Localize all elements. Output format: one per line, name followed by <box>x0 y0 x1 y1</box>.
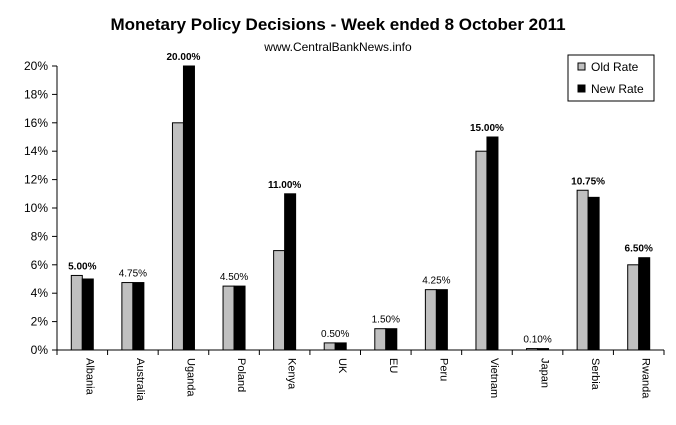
y-tick-label: 20% <box>24 59 48 73</box>
y-tick-label: 12% <box>24 173 48 187</box>
data-label: 5.00% <box>68 261 96 272</box>
bar-old-rate <box>171 122 184 351</box>
legend-label-new-rate: New Rate <box>591 82 644 96</box>
x-tick-label: Vietnam <box>488 358 500 398</box>
bar-new-rate <box>233 285 246 351</box>
bar-new-rate <box>132 282 145 351</box>
x-tick-label: Australia <box>134 358 146 402</box>
y-tick-label: 4% <box>31 286 49 300</box>
x-tick-label: Rwanda <box>640 358 652 399</box>
bar-old-rate <box>627 264 640 351</box>
data-label: 10.75% <box>571 176 605 187</box>
x-tick-label: Albania <box>83 358 95 396</box>
bar-new-rate <box>182 65 195 351</box>
bar-old-rate <box>374 328 387 351</box>
bar-new-rate <box>435 289 448 351</box>
bar-new-rate <box>334 342 347 351</box>
chart-title: Monetary Policy Decisions - Week ended 8… <box>110 15 565 34</box>
legend: Old Rate New Rate <box>567 54 655 102</box>
bar-new-rate <box>284 193 297 351</box>
x-tick-label: EU <box>387 358 399 373</box>
legend-swatch-old-rate <box>577 62 586 71</box>
x-tick-label: Poland <box>235 358 247 392</box>
bar-new-rate <box>385 328 398 351</box>
data-label: 6.50% <box>625 244 653 255</box>
legend-label-old-rate: Old Rate <box>591 60 639 74</box>
bar-old-rate <box>424 289 437 351</box>
data-label: 1.50% <box>372 315 400 326</box>
bar-old-rate <box>576 189 589 351</box>
x-tick-label: Peru <box>437 358 449 381</box>
data-label: 4.75% <box>119 269 147 280</box>
x-tick-label: Japan <box>539 358 551 388</box>
x-tick-label: UK <box>336 358 348 374</box>
y-tick-label: 2% <box>31 315 49 329</box>
data-label: 0.10% <box>523 335 551 346</box>
bars <box>70 65 651 351</box>
x-tick-label: Kenya <box>286 358 298 390</box>
data-label: 4.25% <box>422 276 450 287</box>
x-tick-label: Uganda <box>184 358 196 397</box>
x-tick-label: Serbia <box>589 358 601 391</box>
bar-old-rate <box>273 250 286 351</box>
y-tick-label: 14% <box>24 144 48 158</box>
y-axis: 0% 2% 4% 6% 8% 10% 12% 14% 16% 18% 20% <box>24 59 58 357</box>
bar-old-rate <box>323 342 336 351</box>
y-tick-label: 10% <box>24 201 48 215</box>
y-tick-label: 0% <box>31 343 49 357</box>
bar-old-rate <box>70 274 83 351</box>
data-label: 0.50% <box>321 329 349 340</box>
data-label: 20.00% <box>166 52 200 63</box>
legend-swatch-new-rate <box>577 84 586 93</box>
bar-new-rate <box>81 278 94 351</box>
bar-old-rate <box>222 285 235 351</box>
bar-new-rate <box>587 196 600 351</box>
bar-new-rate <box>486 136 499 351</box>
data-label: 4.50% <box>220 272 248 283</box>
bar-old-rate <box>475 150 488 351</box>
y-tick-label: 18% <box>24 87 48 101</box>
bar-new-rate <box>638 257 651 351</box>
bar-old-rate <box>121 282 134 351</box>
data-labels: 5.00% 4.75% 20.00% 4.50% 11.00% 0.50% 1.50% 4.2… <box>68 52 653 346</box>
y-tick-label: 8% <box>31 229 49 243</box>
y-tick-label: 16% <box>24 116 48 130</box>
data-label: 15.00% <box>470 123 504 134</box>
x-axis: Albania Australia Uganda Poland Kenya UK EU Per… <box>56 349 665 402</box>
data-label: 11.00% <box>268 180 301 191</box>
chart-subtitle: www.CentralBankNews.info <box>263 40 412 54</box>
y-tick-label: 6% <box>31 258 49 272</box>
